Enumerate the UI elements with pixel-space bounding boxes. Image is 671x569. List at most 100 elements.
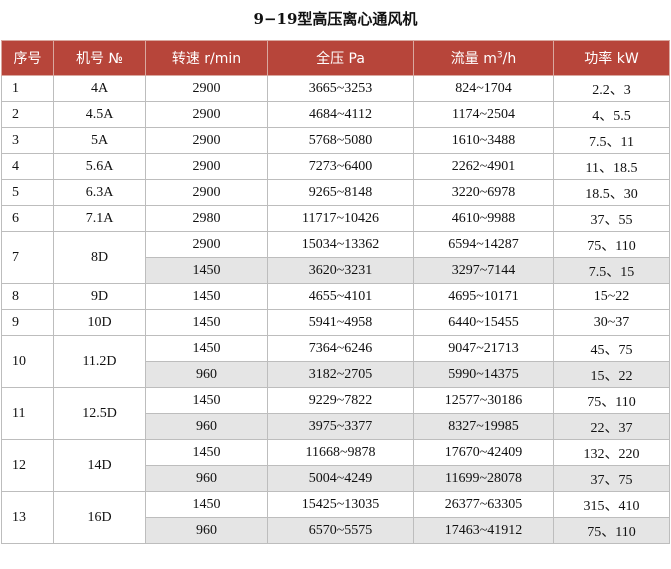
cell-power: 75、110 xyxy=(553,387,670,414)
cell-power: 75、110 xyxy=(553,517,670,544)
cell-power: 22、37 xyxy=(553,413,670,440)
cell-seq: 5 xyxy=(1,179,54,206)
table-row: 2 4.5A 2900 4684~4112 1174~2504 4、5.5 xyxy=(1,101,670,128)
cell-power: 15~22 xyxy=(553,283,670,310)
cell-power: 315、410 xyxy=(553,491,670,518)
table-row: 7 8D 2900 15034~13362 6594~14287 75、110 xyxy=(1,231,670,284)
cell-speed: 960 xyxy=(145,413,268,440)
table-row: 1 4A 2900 3665~3253 824~1704 2.2、3 xyxy=(1,75,670,102)
cell-seq: 4 xyxy=(1,153,54,180)
cell-flow: 9047~21713 xyxy=(413,335,554,362)
cell-pressure: 4684~4112 xyxy=(267,101,414,128)
cell-power: 75、110 xyxy=(553,231,670,258)
cell-flow: 6594~14287 xyxy=(413,231,554,258)
cell-power: 18.5、30 xyxy=(553,179,670,206)
cell-speed: 960 xyxy=(145,361,268,388)
cell-flow: 26377~63305 xyxy=(413,491,554,518)
fan-spec-table: 序号 机号 № 转速 r/min 全压 Pa 流量 m3/h 功率 kW 1 4A… xyxy=(1,40,670,544)
cell-pressure: 3975~3377 xyxy=(267,413,414,440)
cell-flow: 2262~4901 xyxy=(413,153,554,180)
cell-model: 14D xyxy=(53,439,146,492)
cell-flow: 5990~14375 xyxy=(413,361,554,388)
cell-pressure: 5768~5080 xyxy=(267,127,414,154)
cell-pressure: 3665~3253 xyxy=(267,75,414,102)
table-row: 12 14D 1450 11668~9878 17670~42409 132、220 xyxy=(1,439,670,492)
cell-model: 6.3A xyxy=(53,179,146,206)
cell-speed: 1450 xyxy=(145,309,268,336)
header-flow-sup: 3 xyxy=(496,50,503,61)
table-row: 960 3182~2705 5990~14375 15、22 xyxy=(2,361,670,388)
cell-model: 5.6A xyxy=(53,153,146,180)
cell-power: 37、55 xyxy=(553,205,670,232)
cell-flow: 824~1704 xyxy=(413,75,554,102)
header-flow-suffix: /h xyxy=(502,51,517,67)
cell-pressure: 4655~4101 xyxy=(267,283,414,310)
cell-seq: 12 xyxy=(1,439,54,492)
cell-speed: 2900 xyxy=(145,179,268,206)
cell-speed: 960 xyxy=(145,465,268,492)
cell-pressure: 15034~13362 xyxy=(267,231,414,258)
cell-seq: 9 xyxy=(1,309,54,336)
cell-speed: 2900 xyxy=(145,75,268,102)
cell-seq: 11 xyxy=(1,387,54,440)
cell-flow: 3220~6978 xyxy=(413,179,554,206)
cell-seq: 8 xyxy=(1,283,54,310)
cell-flow: 1610~3488 xyxy=(413,127,554,154)
cell-model: 10D xyxy=(53,309,146,336)
table-row: 8 9D 1450 4655~4101 4695~10171 15~22 xyxy=(1,283,670,310)
cell-seq: 13 xyxy=(1,491,54,544)
cell-pressure: 9229~7822 xyxy=(267,387,414,414)
cell-model: 4A xyxy=(53,75,146,102)
cell-pressure: 9265~8148 xyxy=(267,179,414,206)
cell-seq: 2 xyxy=(1,101,54,128)
cell-flow: 4695~10171 xyxy=(413,283,554,310)
cell-pressure: 7273~6400 xyxy=(267,153,414,180)
cell-power: 30~37 xyxy=(553,309,670,336)
cell-pressure: 15425~13035 xyxy=(267,491,414,518)
header-seq: 序号 xyxy=(1,40,54,76)
cell-speed: 2900 xyxy=(145,127,268,154)
table-row: 3 5A 2900 5768~5080 1610~3488 7.5、11 xyxy=(1,127,670,154)
cell-flow: 1174~2504 xyxy=(413,101,554,128)
cell-speed: 2900 xyxy=(145,231,268,258)
cell-flow: 3297~7144 xyxy=(413,257,554,284)
cell-power: 4、5.5 xyxy=(553,101,670,128)
cell-power: 2.2、3 xyxy=(553,75,670,102)
cell-speed: 1450 xyxy=(145,335,268,362)
cell-speed: 2980 xyxy=(145,205,268,232)
cell-power: 11、18.5 xyxy=(553,153,670,180)
table-row: 6 7.1A 2980 11717~10426 4610~9988 37、55 xyxy=(1,205,670,232)
cell-speed: 2900 xyxy=(145,153,268,180)
cell-flow: 4610~9988 xyxy=(413,205,554,232)
cell-pressure: 11717~10426 xyxy=(267,205,414,232)
cell-model: 4.5A xyxy=(53,101,146,128)
cell-model: 5A xyxy=(53,127,146,154)
cell-seq: 7 xyxy=(1,231,54,284)
cell-power: 132、220 xyxy=(553,439,670,466)
cell-flow: 8327~19985 xyxy=(413,413,554,440)
header-flow: 流量 m3/h xyxy=(413,40,554,76)
cell-power: 45、75 xyxy=(553,335,670,362)
cell-pressure: 3620~3231 xyxy=(267,257,414,284)
page-title: 9−19型高压离心通风机 xyxy=(253,10,418,28)
cell-model: 9D xyxy=(53,283,146,310)
cell-seq: 1 xyxy=(1,75,54,102)
table-row: 1450 3620~3231 3297~7144 7.5、15 xyxy=(2,257,670,284)
cell-pressure: 5004~4249 xyxy=(267,465,414,492)
cell-model: 7.1A xyxy=(53,205,146,232)
cell-speed: 1450 xyxy=(145,257,268,284)
cell-seq: 10 xyxy=(1,335,54,388)
cell-model: 16D xyxy=(53,491,146,544)
cell-model: 11.2D xyxy=(53,335,146,388)
table-row: 960 5004~4249 11699~28078 37、75 xyxy=(2,465,670,492)
cell-power: 37、75 xyxy=(553,465,670,492)
cell-power: 15、22 xyxy=(553,361,670,388)
table-row: 960 6570~5575 17463~41912 75、110 xyxy=(2,517,670,544)
table-row: 11 12.5D 1450 9229~7822 12577~30186 75、110 xyxy=(1,387,670,440)
header-pressure: 全压 Pa xyxy=(267,40,414,76)
cell-pressure: 7364~6246 xyxy=(267,335,414,362)
cell-model: 12.5D xyxy=(53,387,146,440)
table-row: 4 5.6A 2900 7273~6400 2262~4901 11、18.5 xyxy=(1,153,670,180)
cell-power: 7.5、15 xyxy=(553,257,670,284)
cell-pressure: 5941~4958 xyxy=(267,309,414,336)
